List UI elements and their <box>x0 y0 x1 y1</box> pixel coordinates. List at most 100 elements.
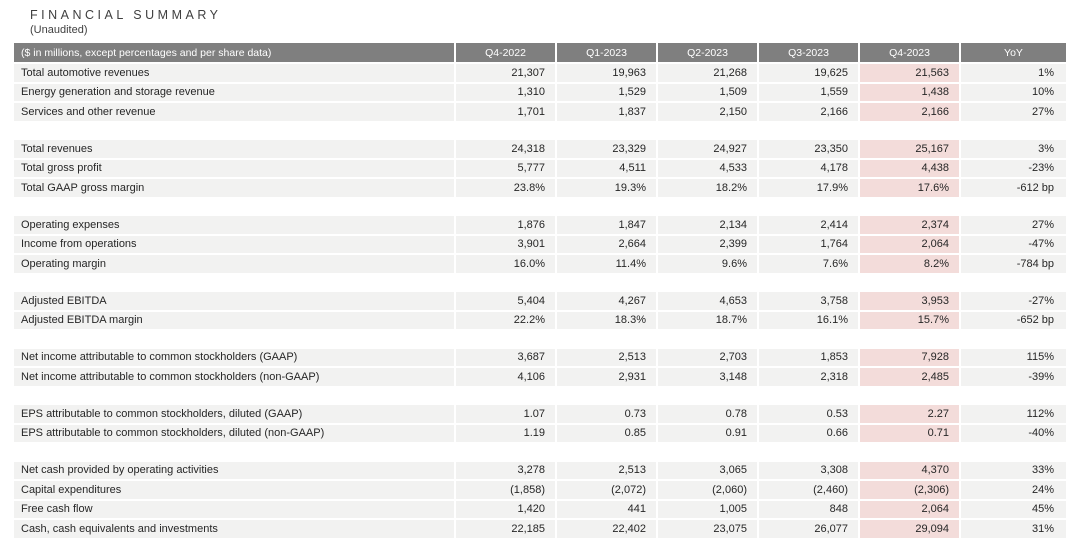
value-cell-q4-2022: 22,185 <box>456 520 555 538</box>
table-row: Net cash provided by operating activitie… <box>14 461 1066 479</box>
table-row: Income from operations 3,901 2,664 2,399 1,7… <box>14 235 1066 253</box>
value-cell-q1-2023: 4,511 <box>557 159 656 177</box>
column-header-q4-2023: Q4-2023 <box>860 43 959 62</box>
row-label-cell: Net cash provided by operating activitie… <box>14 461 454 479</box>
value-cell-q4-2023: 21,563 <box>860 64 959 82</box>
row-label-cell: Income from operations <box>14 235 454 253</box>
value-cell-q4-2022: 3,687 <box>456 348 555 366</box>
table-row: Services and other revenue 1,701 1,837 2,15… <box>14 103 1066 121</box>
table-row: Capital expenditures (1,858) (2,072) (2,060… <box>14 481 1066 499</box>
value-cell-q4-2022: 5,404 <box>456 292 555 310</box>
value-cell-q4-2023: 2,374 <box>860 216 959 234</box>
row-label-cell: Capital expenditures <box>14 481 454 499</box>
yoy-value-cell: -23% <box>961 159 1066 177</box>
value-cell-q2-2023: (2,060) <box>658 481 757 499</box>
value-cell-q4-2023: (2,306) <box>860 481 959 499</box>
column-header-q3-2023: Q3-2023 <box>759 43 858 62</box>
financial-summary-table: ($ in millions, except percentages and p… <box>14 43 1066 538</box>
value-cell-q3-2023: 26,077 <box>759 520 858 538</box>
value-cell-q4-2023: 25,167 <box>860 140 959 158</box>
value-cell-q3-2023: 4,178 <box>759 159 858 177</box>
column-header-q1-2023: Q1-2023 <box>557 43 656 62</box>
column-header-q4-2022: Q4-2022 <box>456 43 555 62</box>
group-spacer <box>14 199 1066 215</box>
value-cell-q3-2023: 0.53 <box>759 405 858 423</box>
table-row: Net income attributable to common stockh… <box>14 348 1066 366</box>
yoy-value-cell: -784 bp <box>961 255 1066 273</box>
value-cell-q2-2023: 2,150 <box>658 103 757 121</box>
value-cell-q2-2023: 24,927 <box>658 140 757 158</box>
yoy-value-cell: -39% <box>961 368 1066 386</box>
yoy-value-cell: 10% <box>961 83 1066 101</box>
row-label-cell: Adjusted EBITDA <box>14 292 454 310</box>
table-row: Net income attributable to common stockh… <box>14 368 1066 386</box>
value-cell-q1-2023: 2,513 <box>557 461 656 479</box>
yoy-value-cell: 115% <box>961 348 1066 366</box>
value-cell-q1-2023: 1,837 <box>557 103 656 121</box>
table-row: EPS attributable to common stockholders,… <box>14 405 1066 423</box>
value-cell-q2-2023: 4,653 <box>658 292 757 310</box>
group-spacer <box>14 123 1066 139</box>
value-cell-q4-2022: 24,318 <box>456 140 555 158</box>
table-row: Adjusted EBITDA 5,404 4,267 4,653 3,758 3,953… <box>14 292 1066 310</box>
value-cell-q4-2022: (1,858) <box>456 481 555 499</box>
value-cell-q4-2022: 1,701 <box>456 103 555 121</box>
value-cell-q1-2023: 0.85 <box>557 424 656 442</box>
value-cell-q3-2023: 3,308 <box>759 461 858 479</box>
title-block: FINANCIAL SUMMARY (Unaudited) <box>14 8 1080 37</box>
value-cell-q3-2023: 23,350 <box>759 140 858 158</box>
value-cell-q3-2023: 2,318 <box>759 368 858 386</box>
column-header-q2-2023: Q2-2023 <box>658 43 757 62</box>
value-cell-q3-2023: 1,853 <box>759 348 858 366</box>
value-cell-q4-2023: 2,064 <box>860 500 959 518</box>
row-label-cell: Energy generation and storage revenue <box>14 83 454 101</box>
group-spacer <box>14 388 1066 404</box>
value-cell-q2-2023: 18.2% <box>658 179 757 197</box>
value-cell-q4-2023: 4,438 <box>860 159 959 177</box>
table-row: Operating expenses 1,876 1,847 2,134 2,414 2,… <box>14 216 1066 234</box>
value-cell-q4-2023: 17.6% <box>860 179 959 197</box>
value-cell-q4-2023: 3,953 <box>860 292 959 310</box>
value-cell-q1-2023: 0.73 <box>557 405 656 423</box>
value-cell-q4-2023: 0.71 <box>860 424 959 442</box>
table-row: Free cash flow 1,420 441 1,005 848 2,064 45% <box>14 500 1066 518</box>
value-cell-q4-2022: 16.0% <box>456 255 555 273</box>
value-cell-q1-2023: 22,402 <box>557 520 656 538</box>
value-cell-q3-2023: 7.6% <box>759 255 858 273</box>
table-row: EPS attributable to common stockholders,… <box>14 424 1066 442</box>
value-cell-q4-2022: 1,876 <box>456 216 555 234</box>
value-cell-q3-2023: 1,559 <box>759 83 858 101</box>
group-spacer <box>14 275 1066 291</box>
value-cell-q3-2023: 2,166 <box>759 103 858 121</box>
row-label-cell: Net income attributable to common stockh… <box>14 348 454 366</box>
yoy-value-cell: -612 bp <box>961 179 1066 197</box>
table-row: Energy generation and storage revenue 1,3… <box>14 83 1066 101</box>
value-cell-q1-2023: 441 <box>557 500 656 518</box>
value-cell-q3-2023: 16.1% <box>759 311 858 329</box>
value-cell-q4-2022: 21,307 <box>456 64 555 82</box>
value-cell-q1-2023: 2,931 <box>557 368 656 386</box>
yoy-value-cell: -27% <box>961 292 1066 310</box>
row-label-cell: Total automotive revenues <box>14 64 454 82</box>
yoy-value-cell: 27% <box>961 216 1066 234</box>
value-cell-q3-2023: 3,758 <box>759 292 858 310</box>
value-cell-q1-2023: (2,072) <box>557 481 656 499</box>
row-label-cell: Operating expenses <box>14 216 454 234</box>
value-cell-q2-2023: 23,075 <box>658 520 757 538</box>
value-cell-q4-2022: 22.2% <box>456 311 555 329</box>
column-header-yoy: YoY <box>961 43 1066 62</box>
row-label-cell: Total GAAP gross margin <box>14 179 454 197</box>
value-cell-q2-2023: 2,703 <box>658 348 757 366</box>
value-cell-q4-2022: 23.8% <box>456 179 555 197</box>
value-cell-q4-2023: 29,094 <box>860 520 959 538</box>
value-cell-q3-2023: 17.9% <box>759 179 858 197</box>
yoy-value-cell: 27% <box>961 103 1066 121</box>
value-cell-q2-2023: 4,533 <box>658 159 757 177</box>
yoy-value-cell: -40% <box>961 424 1066 442</box>
page-subtitle: (Unaudited) <box>30 24 88 36</box>
yoy-value-cell: -652 bp <box>961 311 1066 329</box>
value-cell-q2-2023: 2,399 <box>658 235 757 253</box>
value-cell-q4-2022: 4,106 <box>456 368 555 386</box>
value-cell-q4-2022: 1,310 <box>456 83 555 101</box>
table-row: Operating margin 16.0% 11.4% 9.6% 7.6% 8.2% -7… <box>14 255 1066 273</box>
